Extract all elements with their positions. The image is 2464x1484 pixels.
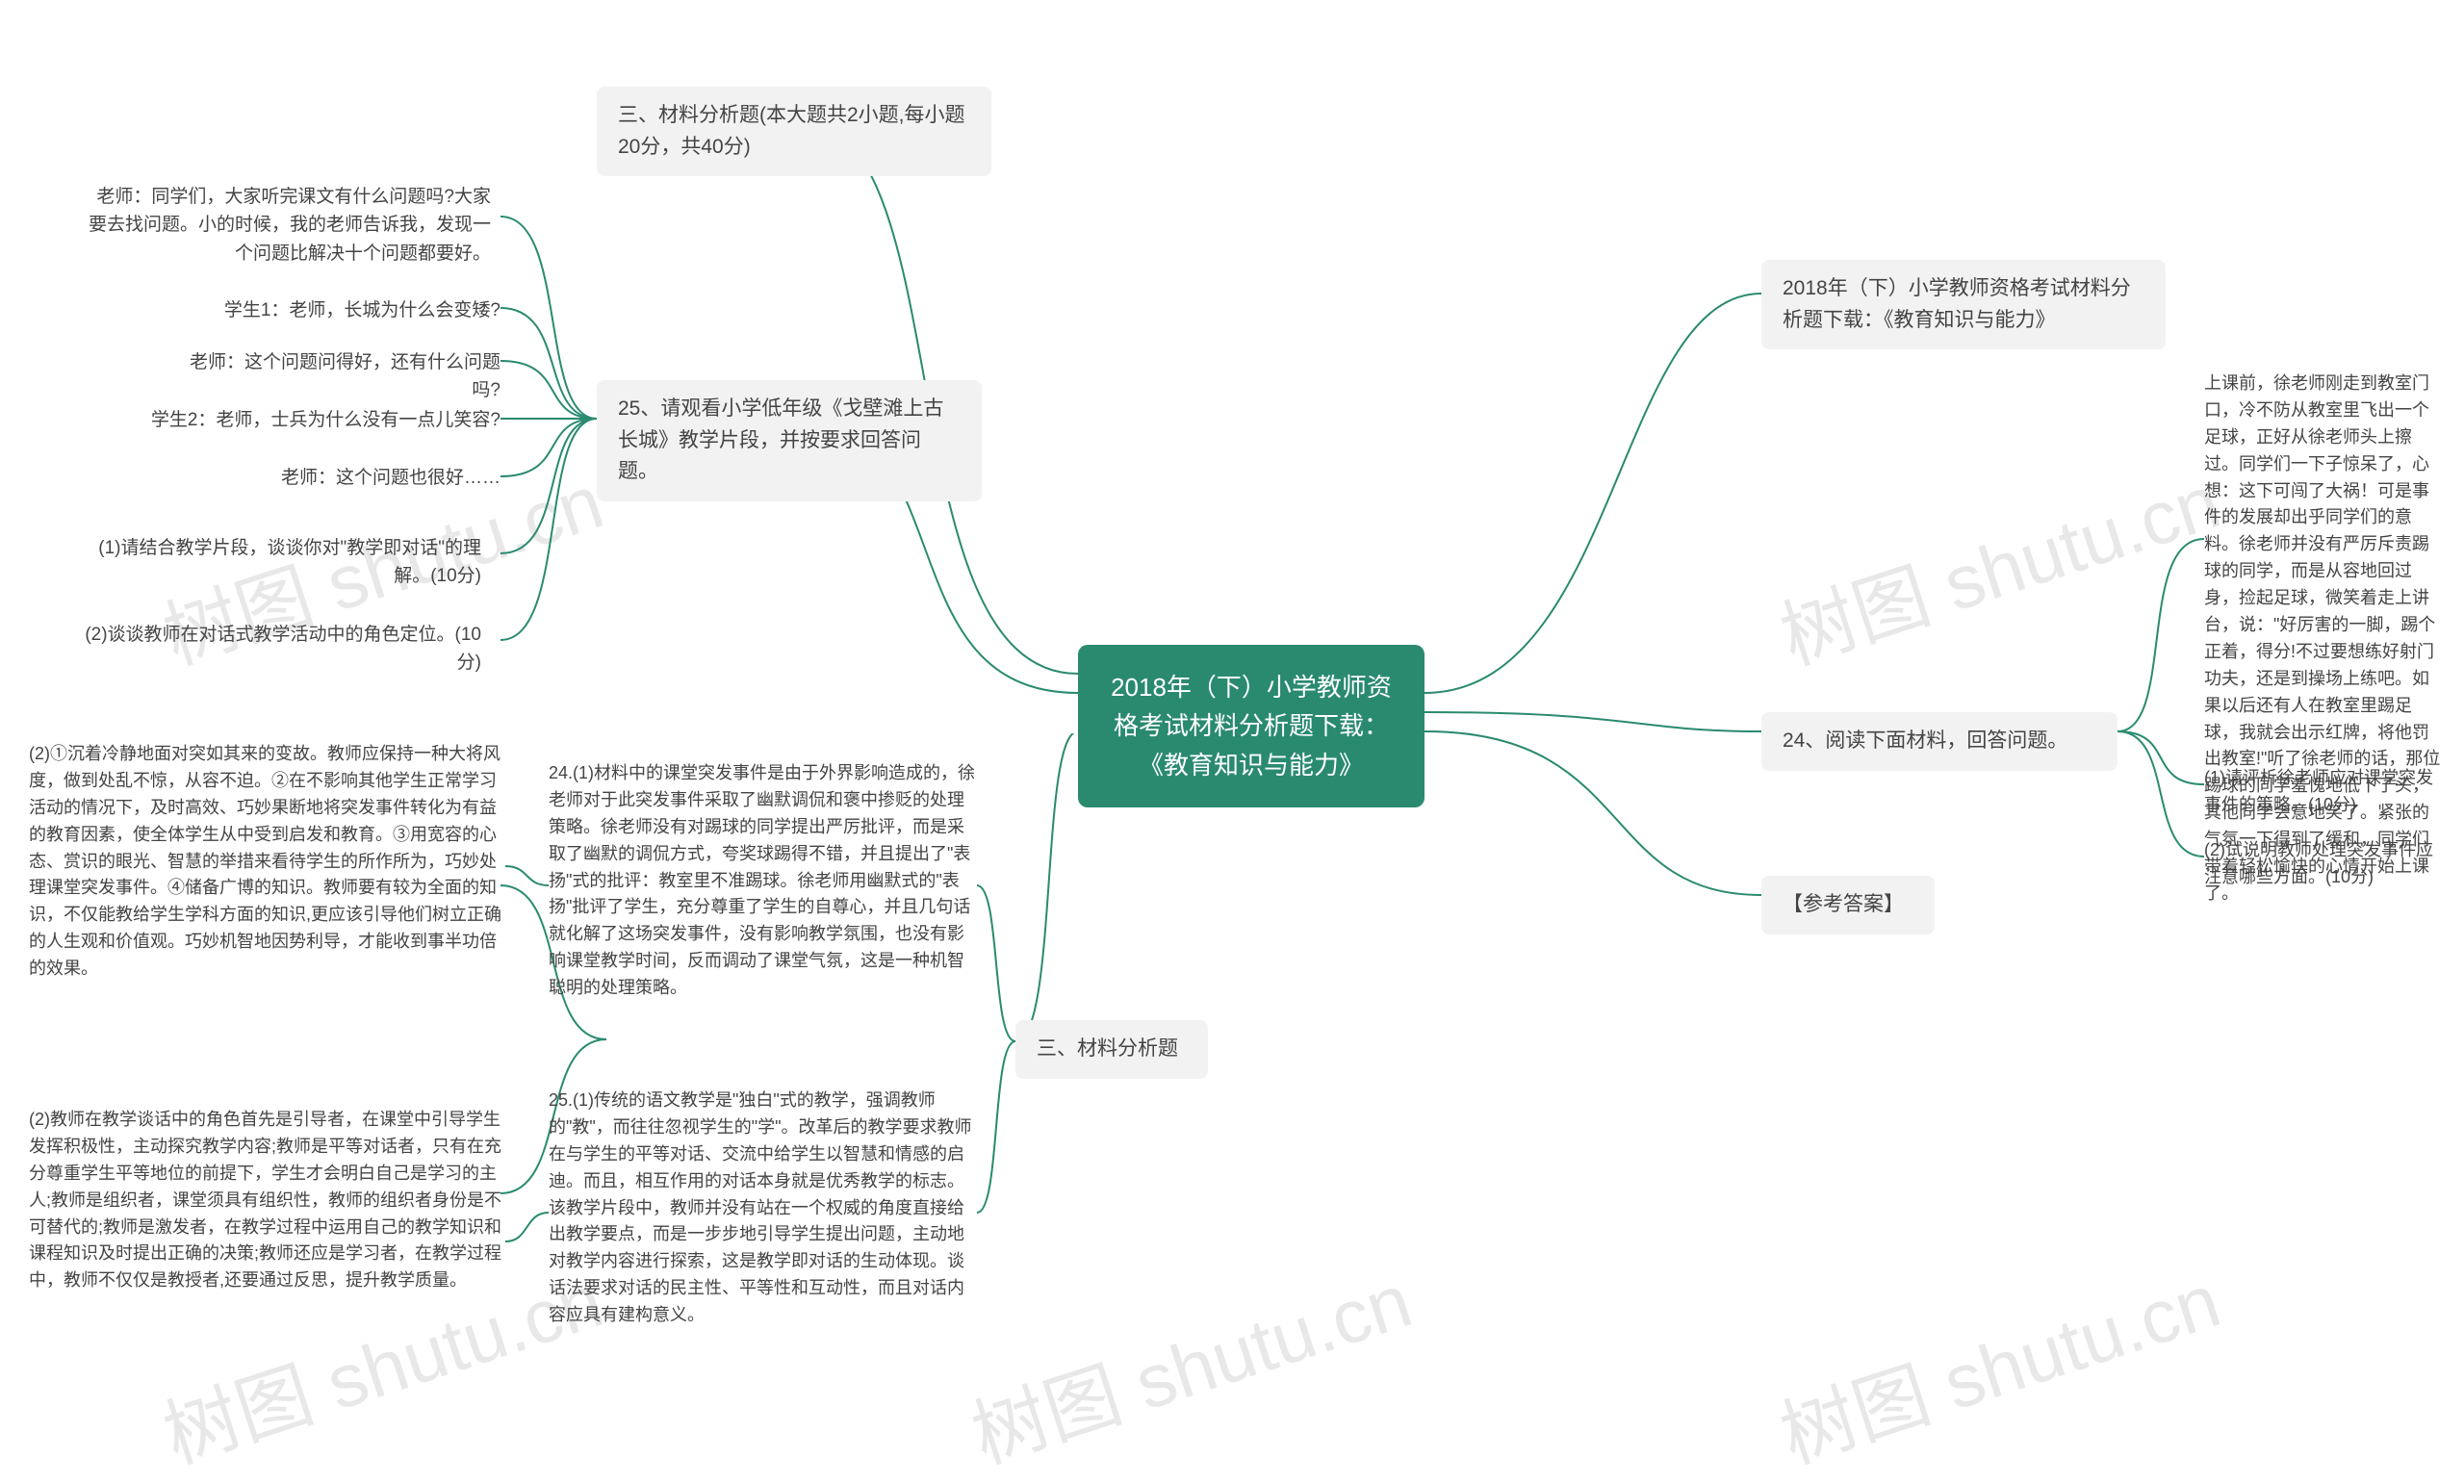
branch-right-2: 24、阅读下面材料，回答问题。 xyxy=(1761,712,2118,771)
watermark: 树图 shutu.cn xyxy=(1765,1241,2231,1484)
branch-left-1: 三、材料分析题(本大题共2小题,每小题20分，共40分) xyxy=(597,87,991,176)
leaf-r2-a: 上课前，徐老师刚走到教室门口，冷不防从教室里飞出一个足球，正好从徐老师头上擦过。… xyxy=(2204,371,2445,908)
center-node: 2018年（下）小学教师资格考试材料分析题下载：《教育知识与能力》 xyxy=(1078,645,1424,807)
leaf-l2-a: 老师：同学们，大家听完课文有什么问题吗?大家要去找问题。小的时候，我的老师告诉我… xyxy=(87,183,491,268)
watermark: 树图 shutu.cn xyxy=(1765,443,2231,686)
leaf-l2-b: 学生1：老师，长城为什么会变矮? xyxy=(221,296,500,324)
leaf-r2-b: (1)请评析徐老师应对课堂突发事件的策略。(10分) xyxy=(2204,765,2445,819)
leaf-l2-c: 老师：这个问题问得好，还有什么问题吗? xyxy=(173,348,500,405)
leaf-r2-c: (2)试说明教师处理突发事件应注意哪些方面。(10分) xyxy=(2204,837,2445,891)
branch-left-2: 25、请观看小学低年级《戈壁滩上古长城》教学片段，并按要求回答问题。 xyxy=(597,380,982,501)
branch-left-3: 三、材料分析题 xyxy=(1015,1020,1208,1079)
leaf-l3-a-visible: 24.(1)材料中的课堂突发事件是由于外界影响造成的，徐老师对于此突发事件采取了… xyxy=(549,760,977,1002)
leaf-l3-b-visible: (2)①沉着冷静地面对突如其来的变故。教师应保持一种大将风度，做到处乱不惊，从容… xyxy=(29,741,505,983)
branch-right-3: 【参考答案】 xyxy=(1761,876,1935,934)
leaf-l2-e: 老师：这个问题也很好…… xyxy=(279,464,500,492)
leaf-l3-d-visible: (2)教师在教学谈话中的角色首先是引导者，在课堂中引导学生发挥积极性，主动探究教… xyxy=(29,1107,505,1294)
branch-right-1: 2018年（下）小学教师资格考试材料分析题下载：《教育知识与能力》 xyxy=(1761,260,2166,349)
watermark: 树图 shutu.cn xyxy=(957,1241,1423,1484)
leaf-l2-g: (2)谈谈教师在对话式教学活动中的角色定位。(10分) xyxy=(77,621,481,678)
leaf-l3-c-visible: 25.(1)传统的语文教学是"独白"式的教学，强调教师的"教"，而往往忽视学生的… xyxy=(549,1087,977,1329)
leaf-l2-f: (1)请结合教学片段，谈谈你对"教学即对话"的理解。(10分) xyxy=(77,534,481,591)
leaf-l2-d: 学生2：老师，士兵为什么没有一点儿笑容? xyxy=(130,406,500,434)
